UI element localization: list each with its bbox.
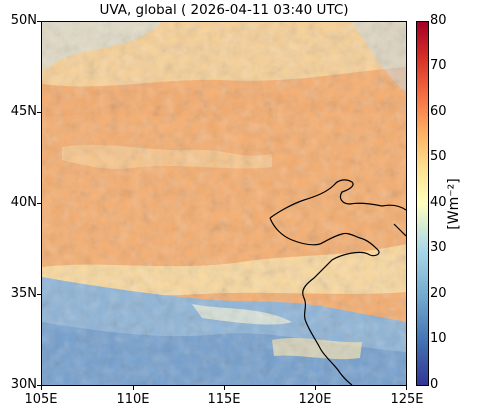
colorbar-unit-label: [Wm⁻²] [446, 178, 462, 230]
coastline-east-china [269, 217, 380, 385]
lat-label-50n: 50N [10, 13, 37, 28]
coastline-korea [393, 223, 406, 237]
lon-label-105e: 105E [24, 392, 58, 407]
lon-label-115e: 115E [207, 392, 241, 407]
lon-label-120e: 120E [298, 392, 332, 407]
lat-tick [37, 21, 41, 22]
colorbar-tick-20: 20 [430, 286, 447, 301]
map-title: UVA, global ( 2026-04-11 03:40 UTC) [99, 2, 349, 18]
lat-label-45n: 45N [10, 104, 37, 119]
lat-tick [37, 294, 41, 295]
colorbar-tick-0: 0 [430, 377, 439, 392]
colorbar [416, 21, 429, 386]
colorbar-tick-60: 60 [430, 104, 447, 119]
lat-tick [37, 385, 41, 386]
lon-tick [406, 386, 407, 390]
colorbar-tick-70: 70 [430, 58, 447, 73]
uva-field-map [42, 22, 406, 385]
colorbar-tick-30: 30 [430, 240, 447, 255]
lat-label-40n: 40N [10, 195, 37, 210]
colorbar-tick-50: 50 [430, 149, 447, 164]
lat-tick [37, 112, 41, 113]
lat-label-35n: 35N [10, 286, 37, 301]
lon-tick [224, 386, 225, 390]
lon-tick [41, 386, 42, 390]
lon-tick [133, 386, 134, 390]
map-plot-area [41, 21, 407, 386]
lat-label-30n: 30N [10, 377, 37, 392]
lon-tick [315, 386, 316, 390]
colorbar-tick-40: 40 [430, 195, 447, 210]
lat-tick [37, 203, 41, 204]
lon-label-125e: 125E [390, 392, 424, 407]
colorbar-tick-80: 80 [430, 13, 447, 28]
lon-label-110e: 110E [116, 392, 150, 407]
colorbar-tick-10: 10 [430, 331, 447, 346]
coastline-bohai-north [269, 179, 406, 219]
